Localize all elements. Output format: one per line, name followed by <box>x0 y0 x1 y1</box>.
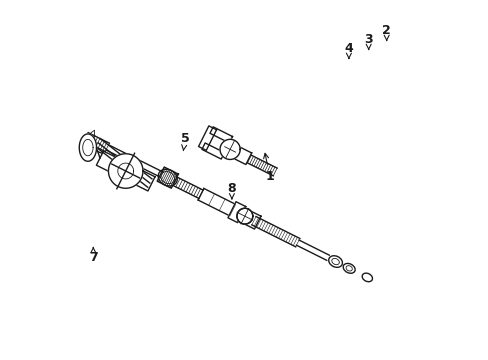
Text: 2: 2 <box>382 24 390 40</box>
Text: 7: 7 <box>89 248 98 264</box>
Text: 4: 4 <box>344 42 352 58</box>
Polygon shape <box>227 202 245 222</box>
Polygon shape <box>108 154 142 188</box>
Polygon shape <box>202 143 224 159</box>
Text: 5: 5 <box>181 132 189 151</box>
Polygon shape <box>220 139 240 159</box>
Ellipse shape <box>328 256 342 267</box>
Polygon shape <box>244 211 261 229</box>
Polygon shape <box>234 147 251 165</box>
Ellipse shape <box>362 273 372 282</box>
Polygon shape <box>209 127 232 143</box>
Ellipse shape <box>343 264 354 273</box>
Polygon shape <box>198 126 216 150</box>
Text: 8: 8 <box>227 183 236 199</box>
Polygon shape <box>96 151 120 173</box>
Polygon shape <box>157 167 178 188</box>
Text: 3: 3 <box>364 33 372 49</box>
Polygon shape <box>132 169 155 191</box>
Polygon shape <box>79 134 96 161</box>
Text: 6: 6 <box>120 170 128 186</box>
Text: 1: 1 <box>263 153 273 183</box>
Polygon shape <box>237 208 252 224</box>
